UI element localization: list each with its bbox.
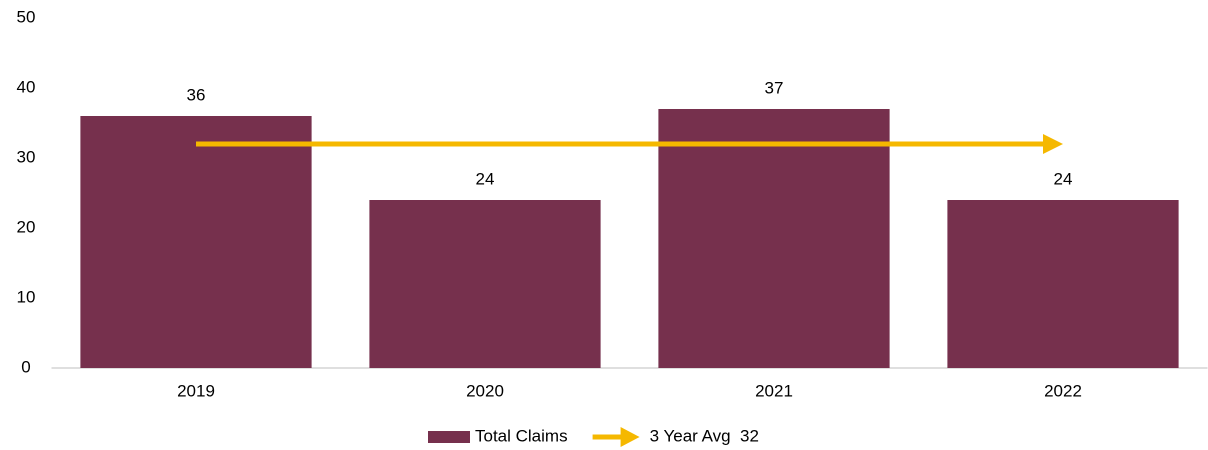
legend-arrow [620, 427, 640, 447]
x-tick-label: 2020 [466, 381, 504, 400]
data-label: 37 [765, 78, 784, 97]
legend-label: 3 Year Avg 32 [650, 426, 759, 445]
y-tick-label: 10 [17, 287, 36, 306]
bar [369, 200, 601, 368]
y-tick-label: 0 [21, 357, 30, 376]
y-tick-label: 30 [17, 147, 36, 166]
bar [80, 116, 312, 368]
y-tick-label: 20 [17, 217, 36, 236]
y-tick-label: 40 [17, 77, 36, 96]
bar [658, 109, 890, 368]
legend-swatch [428, 431, 470, 443]
x-tick-label: 2019 [177, 381, 215, 400]
data-label: 24 [1054, 169, 1073, 188]
x-tick-label: 2021 [755, 381, 793, 400]
x-tick-label: 2022 [1044, 381, 1082, 400]
y-tick-label: 50 [17, 7, 36, 26]
arrow-head [1043, 134, 1063, 154]
data-label: 36 [187, 85, 206, 104]
bar [947, 200, 1179, 368]
legend-label: Total Claims [475, 426, 568, 445]
data-label: 24 [476, 169, 495, 188]
